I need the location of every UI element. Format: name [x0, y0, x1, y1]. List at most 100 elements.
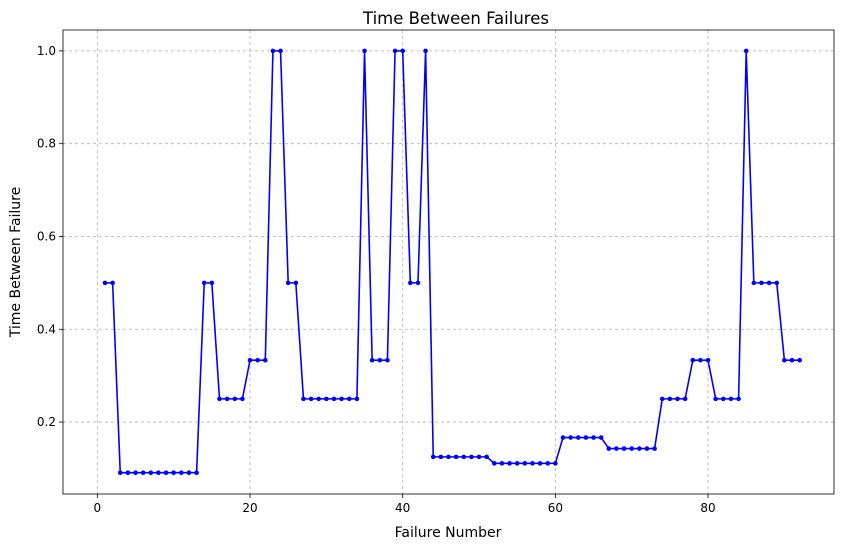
data-point	[583, 435, 589, 440]
data-point	[179, 470, 184, 476]
data-point	[308, 396, 314, 402]
data-point	[270, 48, 276, 54]
data-point	[163, 470, 169, 476]
data-point	[232, 396, 238, 402]
data-point	[423, 48, 428, 54]
data-point	[240, 396, 245, 402]
data-point	[698, 357, 703, 363]
data-point	[469, 454, 474, 460]
y-tick-label: 0.4	[37, 322, 56, 336]
data-point	[217, 396, 222, 402]
data-point	[148, 470, 154, 476]
data-point	[797, 357, 802, 363]
data-point	[316, 396, 322, 402]
data-point	[110, 280, 115, 286]
data-point	[484, 454, 489, 460]
data-point	[262, 357, 268, 363]
series-line	[104, 50, 800, 474]
data-point	[766, 280, 772, 286]
data-point	[209, 280, 215, 286]
data-point	[690, 357, 696, 363]
data-point	[476, 454, 482, 460]
data-point	[682, 396, 688, 402]
data-point	[201, 280, 207, 286]
data-point	[362, 48, 367, 54]
data-point	[782, 357, 787, 363]
data-point	[194, 470, 199, 476]
data-point	[568, 435, 573, 440]
data-point	[514, 461, 520, 466]
data-point	[102, 280, 108, 286]
data-point	[606, 446, 612, 451]
data-point	[224, 396, 230, 402]
chart-title: Time Between Failures	[362, 9, 549, 28]
data-point	[629, 446, 635, 451]
data-point	[346, 396, 352, 402]
data-point	[553, 461, 558, 466]
data-point	[117, 470, 123, 476]
x-tick-label: 80	[700, 501, 715, 515]
data-point	[644, 446, 650, 451]
y-axis: 0.2 0.4 0.6 0.8 1.0	[37, 44, 63, 429]
plot-frame	[62, 29, 835, 495]
data-point	[789, 357, 795, 363]
y-axis-label: Time Between Failure	[8, 187, 24, 338]
x-axis-label: Failure Number	[395, 525, 502, 541]
data-point	[751, 280, 757, 286]
data-point	[759, 280, 764, 286]
data-point	[461, 454, 467, 460]
data-point	[575, 435, 581, 440]
data-point	[537, 461, 543, 466]
y-tick-label: 0.8	[37, 137, 56, 151]
data-point	[285, 280, 291, 286]
data-point	[301, 396, 306, 402]
data-point	[140, 470, 146, 476]
data-point	[621, 446, 627, 451]
data-point	[125, 470, 131, 476]
data-point	[293, 280, 299, 286]
data-point	[675, 396, 680, 402]
grid	[63, 30, 834, 494]
data-point	[522, 461, 528, 466]
x-axis: 0 20 40 60 80	[94, 494, 716, 515]
data-point	[324, 396, 329, 402]
data-point	[430, 454, 436, 460]
x-tick-label: 60	[548, 501, 563, 515]
data-point	[438, 454, 444, 460]
data-point	[247, 357, 253, 363]
data-point	[530, 461, 535, 466]
data-point	[156, 470, 161, 476]
data-point	[499, 461, 505, 466]
x-tick-label: 0	[94, 501, 102, 515]
data-point	[667, 396, 673, 402]
data-point	[507, 461, 512, 466]
data-point	[400, 48, 406, 54]
data-point	[659, 396, 665, 402]
data-point	[392, 48, 398, 54]
data-point	[492, 461, 497, 466]
data-point	[774, 280, 780, 286]
data-point	[408, 280, 413, 286]
data-point	[171, 470, 176, 476]
data-point	[255, 357, 260, 363]
data-point	[743, 48, 749, 54]
data-point	[331, 396, 337, 402]
data-point	[453, 454, 459, 460]
x-tick-label: 20	[242, 501, 257, 515]
data-point	[728, 396, 734, 402]
data-point	[598, 435, 604, 440]
y-tick-label: 0.6	[37, 229, 56, 243]
series-group	[102, 48, 802, 476]
data-point	[339, 396, 344, 402]
data-point	[133, 470, 138, 476]
data-point	[721, 396, 726, 402]
data-point	[560, 435, 566, 440]
x-tick-label: 40	[395, 501, 410, 515]
data-point	[369, 357, 375, 363]
data-point	[705, 357, 711, 363]
data-point	[377, 357, 383, 363]
data-point	[415, 280, 421, 286]
data-point	[637, 446, 642, 451]
data-point	[614, 446, 619, 451]
